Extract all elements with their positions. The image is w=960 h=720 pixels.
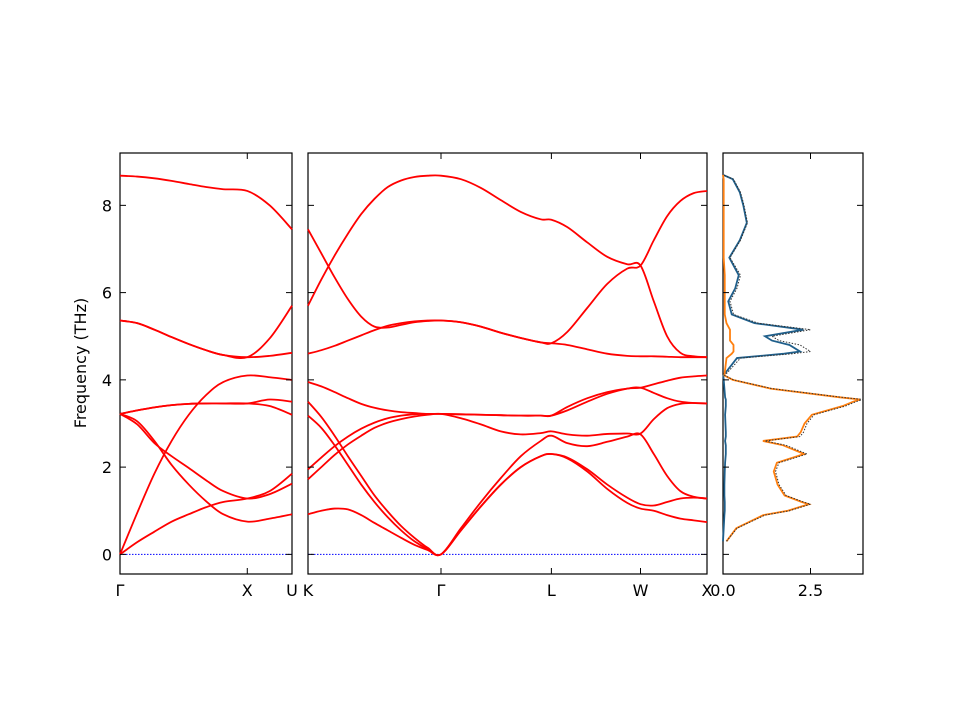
- phonon-band-9: [119, 174, 293, 230]
- phonon-band-4: [307, 402, 708, 480]
- x-tick-label: L: [547, 581, 556, 600]
- y-tick-label: 8: [102, 196, 112, 215]
- y-axis-title: Frequency (THz): [71, 298, 90, 428]
- phonon-band-3: [119, 413, 293, 523]
- x-tick-label: X: [702, 581, 713, 600]
- phonon-band-7: [307, 319, 708, 359]
- x-tick-label: X: [242, 581, 253, 600]
- phonon-band-2: [119, 374, 293, 555]
- phonon-band-6: [307, 374, 708, 418]
- dos-curve-series_b: [722, 174, 861, 542]
- phonon-band-4: [119, 413, 293, 500]
- phonon-band-8: [307, 190, 708, 345]
- phonon-band-2: [307, 414, 708, 557]
- x-tick-label: 0.0: [710, 581, 735, 600]
- x-tick-label: Γ: [116, 581, 125, 600]
- y-tick-label: 4: [102, 371, 112, 390]
- phonon-band-6: [119, 398, 293, 415]
- x-tick-label: 2.5: [798, 581, 823, 600]
- x-tick-label: Γ: [437, 581, 446, 600]
- x-tick-label: W: [633, 581, 649, 600]
- plot-frame: [119, 152, 293, 575]
- dos-curve-series_a: [722, 173, 804, 542]
- phonon-band-1: [119, 472, 293, 556]
- phonon-band-9: [307, 174, 708, 359]
- x-tick-label: U: [286, 581, 298, 600]
- plot-frame: [722, 152, 864, 575]
- band-panel-gamma-x-u: 0 2 4 6 8 Γ X U: [102, 152, 298, 600]
- y-tick-label: 0: [102, 545, 112, 564]
- phonon-band-8: [119, 305, 293, 360]
- y-tick-label: 2: [102, 458, 112, 477]
- dos-curve-total: [722, 174, 864, 542]
- plot-frame: [307, 152, 708, 575]
- x-tick-label: K: [303, 581, 314, 600]
- phonon-band-3: [307, 401, 708, 557]
- y-tick-label: 6: [102, 284, 112, 303]
- dos-panel: 0.0 2.5: [710, 152, 864, 600]
